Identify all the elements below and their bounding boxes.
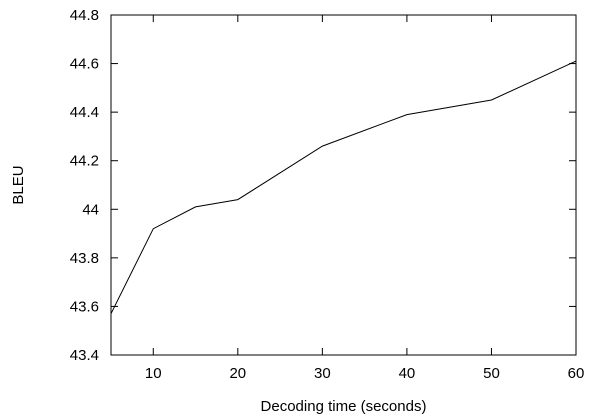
y-axis-label: BLEU: [10, 165, 27, 204]
x-tick-label: 20: [229, 365, 246, 382]
series-line: [110, 60, 577, 314]
x-axis-label: Decoding time (seconds): [261, 398, 427, 415]
y-tick-label: 44: [82, 201, 99, 218]
y-axis-ticks: 43.4 43.6 43.8 44 44.2 44.4 44.6 44.8: [70, 7, 576, 364]
x-tick-label: 50: [483, 365, 500, 382]
series-layer: [110, 60, 577, 314]
x-tick-label: 10: [145, 365, 162, 382]
x-tick-label: 40: [399, 365, 416, 382]
x-tick-label: 60: [568, 365, 585, 382]
y-tick-label: 44.8: [70, 7, 99, 24]
y-tick-label: 44.2: [70, 153, 99, 170]
y-tick-label: 44.6: [70, 56, 99, 73]
y-tick-label: 43.4: [70, 347, 99, 364]
y-tick-label: 43.6: [70, 298, 99, 315]
y-tick-label: 43.8: [70, 250, 99, 267]
y-tick-label: 44.4: [70, 104, 99, 121]
x-axis-ticks: 10 20 30 40 50 60: [145, 15, 584, 382]
plot-frame: [110, 14, 577, 356]
x-tick-label: 30: [314, 365, 331, 382]
